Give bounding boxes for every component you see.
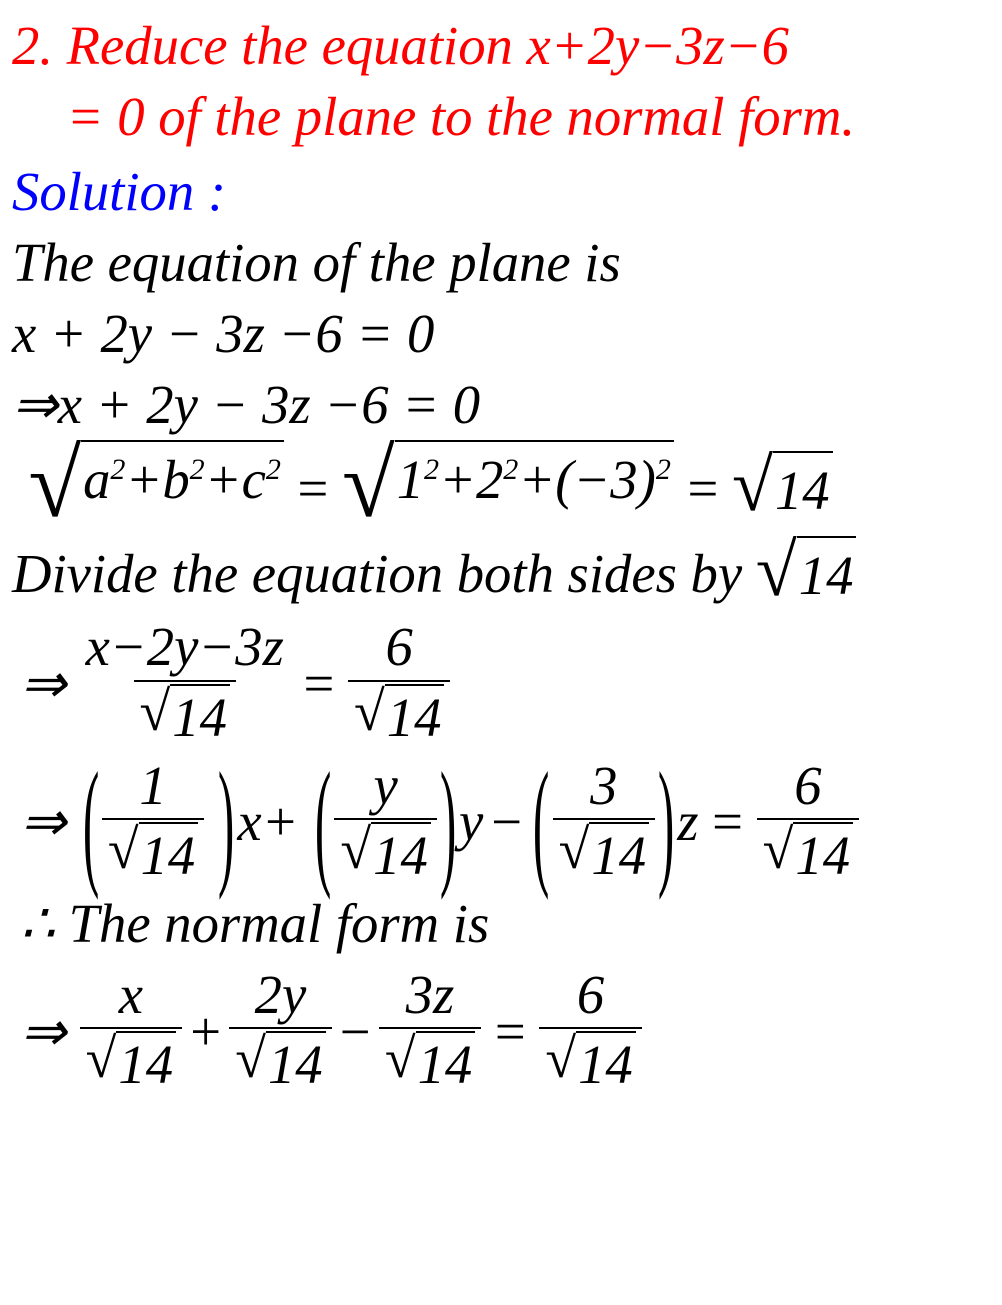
final-frac-rhs: 6 √ 14: [539, 965, 641, 1097]
solution-label: Solution :: [12, 156, 226, 227]
final-frac-1: x √ 14: [80, 965, 182, 1097]
term3-var: z: [677, 786, 698, 857]
body-line-5: Divide the equation both sides by: [12, 538, 742, 609]
arrow-2: ⇒: [20, 786, 66, 857]
paren-open-1: (: [83, 729, 99, 914]
term2-var: y: [459, 786, 483, 857]
problem-line-2: [12, 81, 67, 152]
body-line-1: The equation of the plane is: [12, 227, 621, 298]
term1-var: x+: [237, 786, 298, 857]
paren-open-3: (: [533, 729, 549, 914]
frac-rhs-2: 6 √ 14: [757, 756, 859, 888]
paren-close-1: ): [218, 729, 234, 914]
paren-close-3: ): [658, 729, 674, 914]
arrow-3: ⇒: [20, 996, 66, 1067]
paren-open-2: (: [315, 729, 331, 914]
problem-line-2-text: = 0 of the plane to the normal form.: [67, 81, 855, 152]
body-line-2: x + 2y − 3z −6 = 0: [12, 298, 434, 369]
frac-c1: 1 √ 14: [102, 756, 204, 888]
sqrt-14-b: √ 14: [756, 536, 857, 611]
body-line-3: ⇒x + 2y − 3z −6 = 0: [12, 369, 480, 440]
final-frac-2: 2y √ 14: [229, 965, 331, 1097]
frac-c3: 3 √ 14: [553, 756, 655, 888]
sqrt-nums: √ 12+22+(−3)2: [342, 440, 674, 536]
final-frac-3: 3z √ 14: [379, 965, 481, 1097]
arrow-1: ⇒: [20, 648, 66, 719]
sqrt-abc: √ a2+b2+c2: [28, 440, 283, 536]
paren-close-2: ): [440, 729, 456, 914]
frac-c2: y √ 14: [334, 756, 436, 888]
sqrt-14-a: √ 14: [732, 451, 833, 526]
frac-rhs-1: 6 √ 14: [348, 617, 450, 749]
problem-line-1: 2. Reduce the equation x+2y−3z−6: [12, 10, 789, 81]
frac-lhs-1: x−2y−3z √ 14: [80, 617, 290, 749]
